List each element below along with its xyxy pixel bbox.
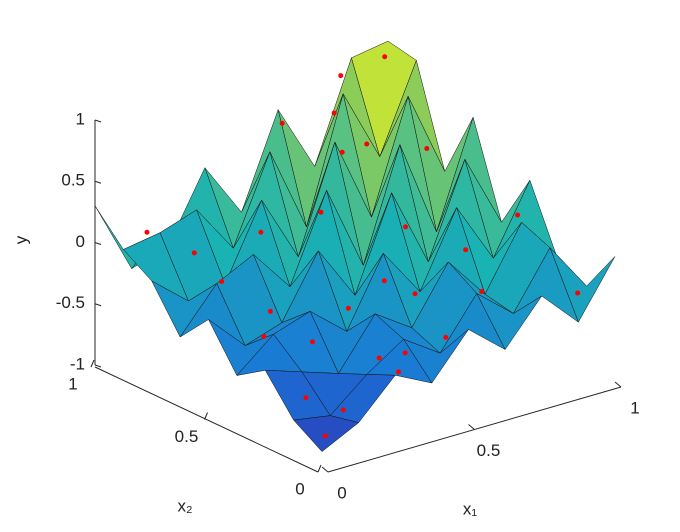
sample-point	[345, 305, 351, 311]
z-tick	[94, 119, 102, 123]
x-tick	[321, 466, 329, 473]
y-tick-label: 0.5	[175, 427, 199, 446]
sample-point	[310, 339, 315, 345]
x-tick-label: 0.5	[477, 441, 501, 460]
sample-point	[424, 146, 430, 151]
z-tick	[94, 303, 102, 307]
sample-point	[322, 433, 328, 439]
y-axis	[94, 366, 319, 473]
sample-point	[402, 350, 408, 356]
sample-point	[267, 308, 273, 314]
y-tick-label: 1	[68, 374, 77, 393]
sample-point	[339, 149, 345, 155]
x-tick-label: 1	[630, 398, 639, 417]
z-tick-label: 1	[76, 109, 85, 128]
sample-point	[279, 120, 285, 126]
y-tick-label: 0	[295, 479, 304, 498]
z-tick-label: -1	[70, 354, 85, 373]
sample-point	[191, 250, 197, 256]
sample-point	[443, 334, 449, 340]
x-tick-label: 0	[337, 483, 346, 502]
y-tick	[317, 464, 322, 473]
y-axis-label: x₂	[177, 496, 192, 515]
sample-point	[463, 247, 469, 253]
z-tick	[94, 180, 102, 184]
sample-point	[338, 73, 344, 79]
x-tick	[468, 424, 475, 430]
sample-point	[575, 290, 581, 296]
sample-point	[412, 291, 418, 297]
sample-point	[258, 229, 264, 235]
sample-point	[396, 369, 402, 375]
y-tick	[90, 359, 95, 368]
sample-point	[479, 289, 485, 294]
sample-point	[144, 229, 150, 235]
sample-point	[331, 110, 337, 116]
sample-point	[318, 209, 324, 215]
z-tick-label: 0	[76, 232, 85, 251]
sample-point	[376, 355, 382, 361]
z-tick-label: 0.5	[61, 171, 85, 190]
y-tick	[204, 412, 208, 420]
sample-point	[381, 278, 387, 284]
sample-point	[219, 279, 225, 284]
sample-point	[515, 212, 521, 218]
x-tick	[614, 381, 622, 388]
z-tick-label: -0.5	[56, 293, 85, 312]
sample-point	[403, 224, 409, 230]
z-tick	[94, 364, 102, 368]
sample-point	[382, 54, 388, 60]
sample-point	[303, 395, 309, 401]
x-axis-label: x₁	[463, 499, 478, 518]
surface-patch	[293, 415, 360, 452]
sample-point	[261, 334, 267, 339]
sample-point	[340, 407, 346, 413]
sample-point	[364, 141, 370, 147]
z-tick	[94, 242, 102, 245]
z-axis-label: y	[11, 235, 30, 244]
